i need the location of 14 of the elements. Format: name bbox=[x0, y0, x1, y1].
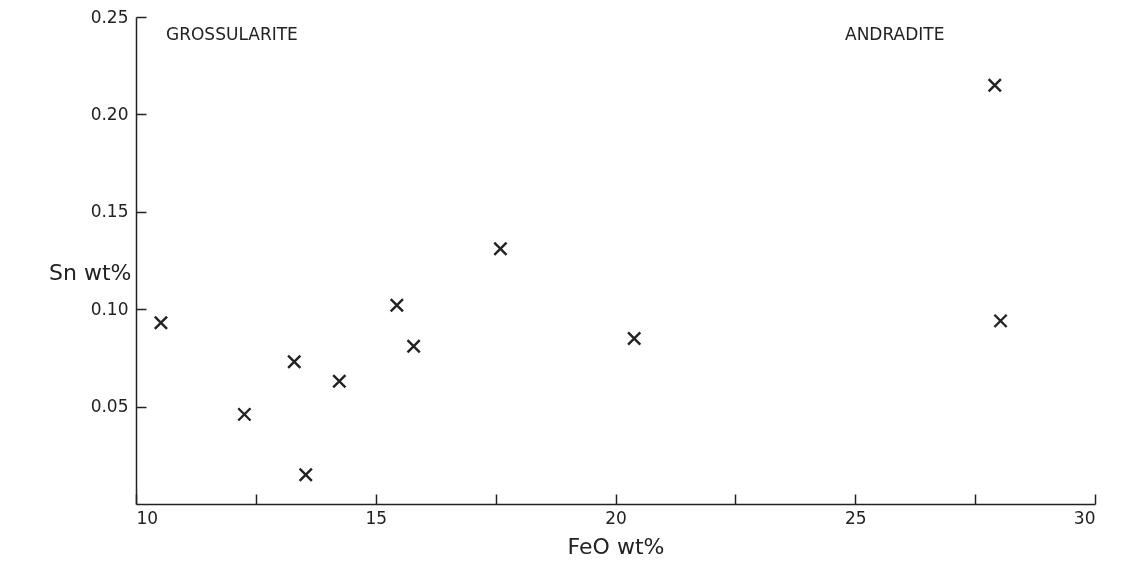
annotation: GROSSULARITE bbox=[166, 24, 298, 44]
x-tick-label: 20 bbox=[605, 507, 627, 528]
x-tick-label: 10 bbox=[136, 507, 159, 528]
y-axis-title: Sn wt% bbox=[49, 259, 132, 285]
x-tick-label: 30 bbox=[1073, 507, 1096, 528]
y-tick-label: 0.15 bbox=[90, 201, 129, 222]
y-tick-label: 0.05 bbox=[90, 396, 129, 417]
x-axis-title: FeO wt% bbox=[567, 533, 665, 559]
annotation: ANDRADITE bbox=[845, 24, 945, 44]
x-tick-label: 25 bbox=[844, 507, 867, 528]
y-tick-label: 0.25 bbox=[90, 6, 129, 27]
y-tick-label: 0.20 bbox=[90, 103, 129, 124]
y-tick-label: 0.10 bbox=[90, 298, 129, 319]
x-tick-label: 15 bbox=[365, 507, 388, 528]
